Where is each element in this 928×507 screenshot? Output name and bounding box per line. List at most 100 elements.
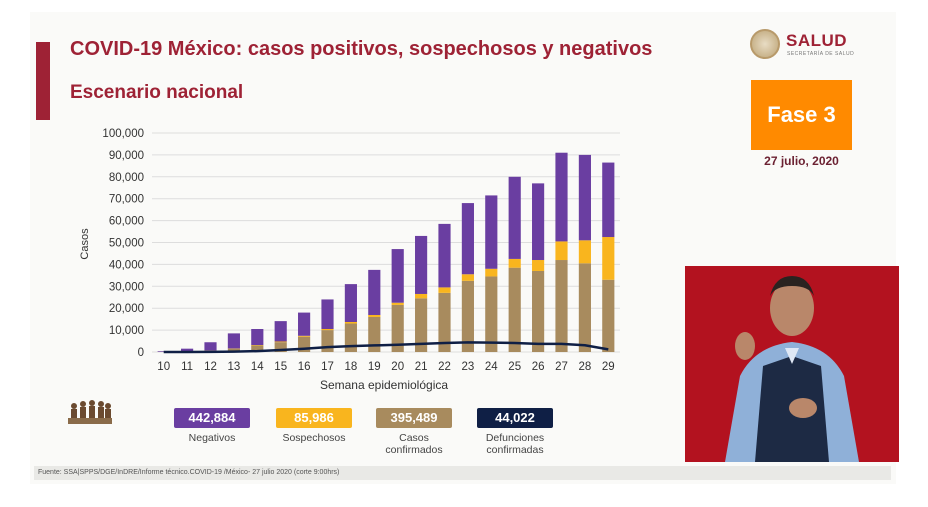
bar-confirmados [555, 260, 568, 352]
y-tick-label: 30,000 [109, 281, 144, 293]
x-tick-label: 24 [485, 361, 498, 373]
bar-confirmados [415, 298, 428, 352]
bar-confirmados [461, 280, 474, 352]
bar-sospechosos [602, 237, 615, 280]
bar-confirmados [344, 323, 357, 352]
bar-sospechosos [578, 240, 591, 264]
bar-sospechosos [344, 321, 357, 324]
y-tick-label: 70,000 [109, 194, 144, 206]
legend-sospechosos-label: Sospechosos [282, 432, 346, 444]
bar-negativos [368, 269, 381, 315]
bar-sospechosos [508, 258, 521, 268]
bar-negativos [274, 321, 287, 342]
y-tick-label: 10,000 [109, 325, 144, 337]
legend-negativos-value: 442,884 [174, 408, 250, 428]
y-tick-label: 20,000 [109, 303, 144, 315]
phase-badge: Fase 3 [751, 80, 852, 150]
bar-sospechosos [415, 293, 428, 299]
bar-confirmados [274, 342, 287, 352]
bar-sospechosos [438, 287, 451, 293]
y-axis-label: Casos [79, 228, 91, 260]
report-date: 27 julio, 2020 [764, 154, 839, 168]
x-tick-label: 22 [438, 361, 451, 373]
bar-negativos [227, 333, 240, 349]
stacked-bar-chart: 0 10,000 20,000 30,000 40,000 50,000 60,000 70,… [79, 128, 620, 392]
legend-confirmados-label: Casos confirmados [385, 432, 443, 456]
salud-logo: SALUD SECRETARÍA DE SALUD [750, 29, 860, 63]
y-tick-label: 40,000 [109, 259, 144, 271]
bar-confirmados [602, 279, 615, 352]
bar-confirmados [321, 330, 334, 352]
bar-negativos [578, 154, 591, 241]
brand-name: SALUD [786, 31, 848, 50]
x-tick-label: 10 [157, 361, 170, 373]
bar-sospechosos [532, 260, 545, 271]
legend-negativos: 442,884 Negativos [167, 408, 257, 444]
bar-negativos [204, 342, 217, 351]
bar-negativos [532, 183, 545, 261]
legend-defunciones-label: Defunciones confirmadas [485, 432, 545, 456]
x-tick-label: 14 [251, 361, 264, 373]
bar-confirmados [485, 276, 498, 352]
bar-negativos [602, 162, 615, 238]
x-axis-ticks: 10 11 12 13 14 15 16 17 18 19 20 21 22 23 24 25 26 27 28 29 [157, 361, 614, 373]
x-tick-label: 26 [532, 361, 545, 373]
bar-confirmados [578, 263, 591, 352]
bar-negativos [391, 249, 404, 303]
x-tick-label: 15 [274, 361, 287, 373]
y-tick-label: 100,000 [102, 128, 144, 140]
x-tick-label: 13 [228, 361, 241, 373]
legend-defunciones: 44,022 Defunciones confirmadas [470, 408, 560, 456]
bar-negativos [461, 203, 474, 275]
y-tick-label: 50,000 [109, 238, 144, 250]
x-tick-label: 21 [415, 361, 428, 373]
bar-sospechosos [274, 341, 287, 343]
bar-confirmados [508, 267, 521, 352]
bar-negativos [251, 329, 264, 345]
bar-confirmados [368, 316, 381, 352]
bar-sospechosos [321, 329, 334, 331]
bar-confirmados [251, 345, 264, 352]
bar-sospechosos [391, 302, 404, 305]
interpreter-figure-icon [725, 276, 859, 462]
bar-sospechosos [368, 314, 381, 317]
x-tick-label: 12 [204, 361, 217, 373]
legend-sospechosos: 85,986 Sospechosos [269, 408, 359, 444]
deaths-line-path [163, 341, 609, 354]
x-tick-label: 28 [579, 361, 592, 373]
chart-title: COVID-19 México: casos positivos, sospec… [70, 38, 653, 60]
chart-subtitle: Escenario nacional [70, 82, 244, 103]
bar-negativos [415, 235, 428, 294]
bar-negativos [298, 312, 311, 336]
x-tick-label: 16 [298, 361, 311, 373]
bar-negativos [321, 299, 334, 330]
bar-negativos [555, 152, 568, 242]
historical-figures-icon [68, 400, 112, 424]
legend-defunciones-value: 44,022 [477, 408, 553, 428]
x-tick-label: 19 [368, 361, 381, 373]
national-seal-icon [750, 29, 780, 59]
x-tick-label: 11 [181, 361, 193, 373]
x-tick-label: 17 [321, 361, 334, 373]
y-tick-label: 0 [138, 347, 144, 359]
y-axis-ticks: 0 10,000 20,000 30,000 40,000 50,000 60,000 70,… [102, 128, 144, 359]
bar-confirmados [532, 270, 545, 352]
bar-confirmados [391, 304, 404, 352]
x-axis-label: Semana epidemiológica [320, 378, 448, 392]
deaths-line [163, 341, 609, 354]
x-tick-label: 20 [391, 361, 404, 373]
chart-bars [157, 152, 615, 352]
legend-negativos-label: Negativos [188, 432, 236, 444]
bar-confirmados [227, 348, 240, 352]
y-tick-label: 80,000 [109, 172, 144, 184]
bar-negativos [344, 284, 357, 322]
brand-tagline: SECRETARÍA DE SALUD [787, 51, 855, 57]
x-tick-label: 25 [508, 361, 521, 373]
x-tick-label: 29 [602, 361, 615, 373]
bar-confirmados [438, 292, 451, 352]
legend-sospechosos-value: 85,986 [276, 408, 352, 428]
x-tick-label: 23 [462, 361, 475, 373]
source-footnote: Fuente: SSA|SPPS/DGE/InDRE/Informe técni… [34, 466, 891, 480]
bar-negativos [181, 348, 194, 352]
